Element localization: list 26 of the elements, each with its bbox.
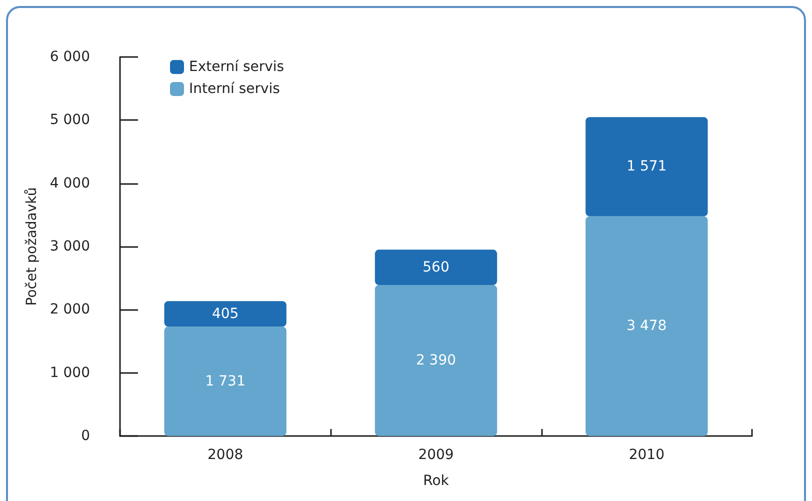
y-tick-label: 4 000 [50, 175, 90, 192]
y-tick-label: 5 000 [50, 112, 90, 128]
data-label: 2 390 [416, 352, 456, 369]
y-tick-label: 6 000 [50, 49, 90, 65]
y-tick-label: 0 [81, 428, 90, 444]
legend-label: Externí servis [189, 59, 284, 75]
x-tick-label: 2010 [628, 447, 664, 463]
x-tick-label: 2008 [208, 447, 244, 463]
x-tick-label: 2009 [418, 447, 454, 463]
y-tick-label: 1 000 [50, 364, 90, 381]
legend-label: Interní servis [189, 81, 280, 97]
data-label: 1 731 [205, 373, 246, 390]
data-label: 560 [422, 259, 450, 276]
data-label: 3 478 [626, 318, 667, 334]
bar [164, 301, 286, 327]
data-label: 405 [212, 306, 239, 322]
bar [374, 250, 498, 286]
bar [164, 326, 286, 436]
y-tick-label: 3 000 [50, 238, 90, 254]
bar [586, 117, 708, 216]
bar [374, 285, 498, 436]
data-label: 1 571 [626, 158, 667, 175]
y-tick-label: 2 000 [50, 302, 90, 318]
x-axis-title: Rok [423, 473, 450, 489]
bar [586, 216, 708, 436]
y-axis-title: Počet požadavků [24, 187, 40, 306]
